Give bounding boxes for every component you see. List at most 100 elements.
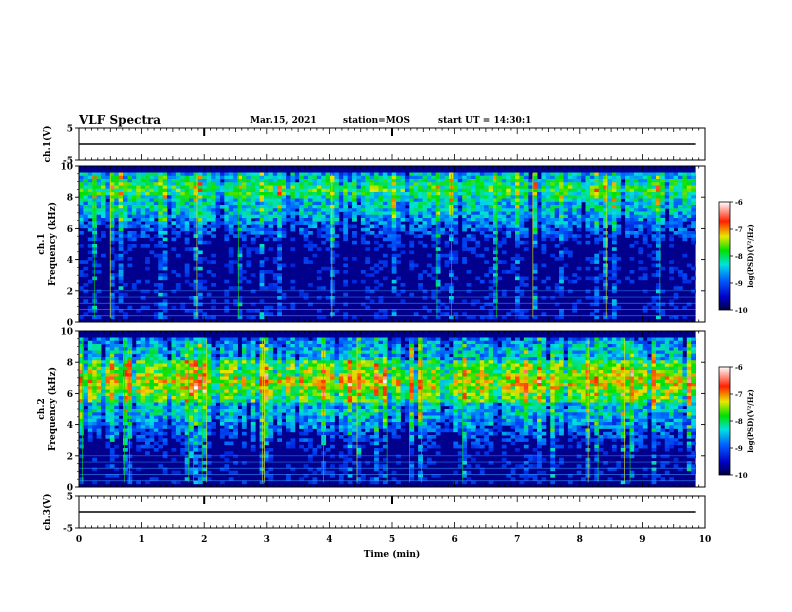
ch2-spectrogram-cell bbox=[669, 344, 674, 348]
ch2-spectrogram-cell bbox=[506, 344, 512, 348]
ch2-spectrogram-cell bbox=[180, 347, 186, 351]
ch1-spectrogram-cell bbox=[281, 198, 287, 203]
ch1-spectrogram-cell bbox=[206, 195, 212, 199]
ch2-spectrogram-cell bbox=[303, 340, 309, 345]
ch1-spectrogram-cell bbox=[669, 270, 674, 274]
ch1-spectrogram-cell bbox=[360, 192, 366, 196]
ch1-spectrogram-cell bbox=[673, 205, 679, 209]
ch1-spectrogram-cell bbox=[409, 224, 415, 229]
ch1-spectrogram-cell bbox=[585, 214, 591, 219]
ch2-spectrogram-cell bbox=[581, 360, 586, 364]
ch1-spectrogram-cell bbox=[515, 302, 520, 307]
ch2-spectrogram-cell bbox=[382, 344, 388, 348]
ch1-spectrogram-cell bbox=[382, 315, 388, 320]
ch1-spectrogram-cell bbox=[145, 195, 150, 199]
ch1-spectrogram-cell bbox=[237, 195, 243, 199]
ch1-spectrogram-cell bbox=[352, 214, 357, 219]
ch1-spectrogram-cell bbox=[664, 195, 670, 199]
ch2-spectrogram-cell bbox=[598, 337, 604, 342]
ch1-spectrogram-cell bbox=[255, 234, 260, 238]
ch2-spectrogram-cell bbox=[263, 353, 269, 358]
ch1-spectrogram-cell bbox=[180, 218, 186, 222]
ch1-waveform-ylabel: ch.1(V) bbox=[42, 126, 53, 163]
ch2-spectrogram-cell bbox=[365, 344, 371, 348]
ch2-spectrogram-cell bbox=[673, 344, 679, 348]
ch1-spectrogram-cell bbox=[145, 227, 150, 232]
ch1-spectrogram-cell bbox=[268, 208, 274, 212]
ch2-spectrogram-cell bbox=[268, 337, 274, 342]
ch1-spectrogram-cell bbox=[466, 179, 472, 183]
ch1-spectrogram-cell bbox=[321, 179, 327, 183]
ch2-spectrogram-cell bbox=[691, 353, 697, 358]
ch1-spectrogram-cell bbox=[484, 195, 489, 199]
ch2-spectrogram-cell bbox=[691, 360, 697, 364]
ch1-spectrogram-cell bbox=[594, 292, 600, 297]
ch2-spectrogram-cell bbox=[400, 350, 406, 355]
ch1-spectrogram-cell bbox=[343, 231, 349, 235]
ch1-spectrogram-cell bbox=[497, 192, 503, 196]
ch1-spectrogram-cell bbox=[669, 276, 674, 281]
ch2-spectrogram-cell bbox=[382, 360, 388, 364]
ch1-spectrogram-cell bbox=[387, 205, 393, 209]
ch2-spectrogram-cell bbox=[620, 353, 626, 358]
ch1-spectrogram-cell bbox=[290, 214, 296, 219]
ch2-spectrogram-cell bbox=[158, 357, 164, 361]
ch1-spectrogram-cell bbox=[79, 195, 84, 199]
ch1-spectrogram-cell bbox=[550, 214, 556, 219]
ch1-spectrogram-cell bbox=[409, 260, 415, 264]
ch2-spectrogram-cell bbox=[563, 344, 569, 348]
ch1-spectrogram-cell bbox=[224, 192, 230, 196]
ch1-spectrogram-cell bbox=[589, 195, 595, 199]
ch1-spectrogram-cell bbox=[268, 182, 274, 186]
ch1-spectrogram-cell bbox=[233, 211, 238, 216]
ch1-spectrogram-cell bbox=[550, 237, 556, 242]
ch2-spectrogram-cell bbox=[316, 344, 322, 348]
ch1-spectrogram-cell bbox=[484, 211, 489, 216]
ch1-spectrogram-cell bbox=[594, 198, 600, 203]
ch2-spectrogram-cell bbox=[145, 337, 150, 342]
ch1-spectrogram-cell bbox=[308, 218, 313, 222]
ch1-spectrogram-cell bbox=[316, 211, 322, 216]
ch1-spectrogram-cell bbox=[237, 257, 243, 261]
ch1-spectrogram-cell bbox=[488, 279, 494, 284]
ch2-spectrogram-cell bbox=[488, 347, 494, 351]
ch1-spectrogram-cell bbox=[453, 201, 459, 206]
ch1-spectrogram-cell bbox=[655, 182, 661, 186]
ch1-spectrogram-cell bbox=[479, 253, 485, 258]
ch2-spectrogram-cell bbox=[603, 347, 608, 351]
ch2-spectrogram-cell bbox=[233, 353, 238, 358]
ch1-spectrogram-cell bbox=[567, 231, 573, 235]
ch1-spectrogram-cell bbox=[431, 195, 437, 199]
ch2-spectrogram-cell bbox=[435, 350, 441, 355]
ch1-spectrogram-cell bbox=[158, 188, 164, 193]
ch1-spectrogram-cell bbox=[440, 214, 445, 219]
ch1-spectrogram-cell bbox=[501, 289, 507, 294]
ch1-spectrogram-cell bbox=[215, 192, 221, 196]
ch1-spectrogram-cell bbox=[620, 172, 626, 177]
ch2-spectrogram-cell bbox=[369, 350, 375, 355]
ch2-spectrogram-cell bbox=[409, 353, 415, 358]
ch1-spectrogram-cell bbox=[418, 283, 423, 287]
ch1-spectrogram-cell bbox=[611, 309, 617, 313]
ch1-spectrogram-cell bbox=[118, 218, 124, 222]
ch1-spectrogram-cell bbox=[189, 283, 194, 287]
ch2-spectrogram-cell bbox=[263, 337, 269, 342]
ch1-spectrogram-cell bbox=[559, 250, 564, 255]
ch1-spectrogram-cell bbox=[83, 198, 89, 203]
ch1-spectrogram-cell bbox=[625, 201, 630, 206]
ch1-spectrogram-cell bbox=[404, 208, 410, 212]
ch2-spectrogram-cell bbox=[457, 340, 463, 345]
ch2-spectrogram-cell bbox=[175, 353, 181, 358]
ch1-spectrogram-cell bbox=[83, 182, 89, 186]
ch1-spectrogram-cell bbox=[263, 201, 269, 206]
ch1-spectrogram-cell bbox=[136, 182, 142, 186]
ch1-spectrogram-cell bbox=[259, 182, 265, 186]
ch1-spectrogram-cell bbox=[396, 205, 401, 209]
ch2-spectrogram-cell bbox=[488, 357, 494, 361]
ch1-spectrogram-cell bbox=[277, 185, 282, 190]
ch1-spectrogram-cell bbox=[343, 201, 349, 206]
ch1-spectrogram-cell bbox=[360, 175, 366, 180]
ch1-spectrogram-cell bbox=[647, 172, 652, 177]
ch1-spectrogram-cell bbox=[171, 221, 177, 225]
ch1-spectrogram-cell bbox=[682, 198, 688, 203]
